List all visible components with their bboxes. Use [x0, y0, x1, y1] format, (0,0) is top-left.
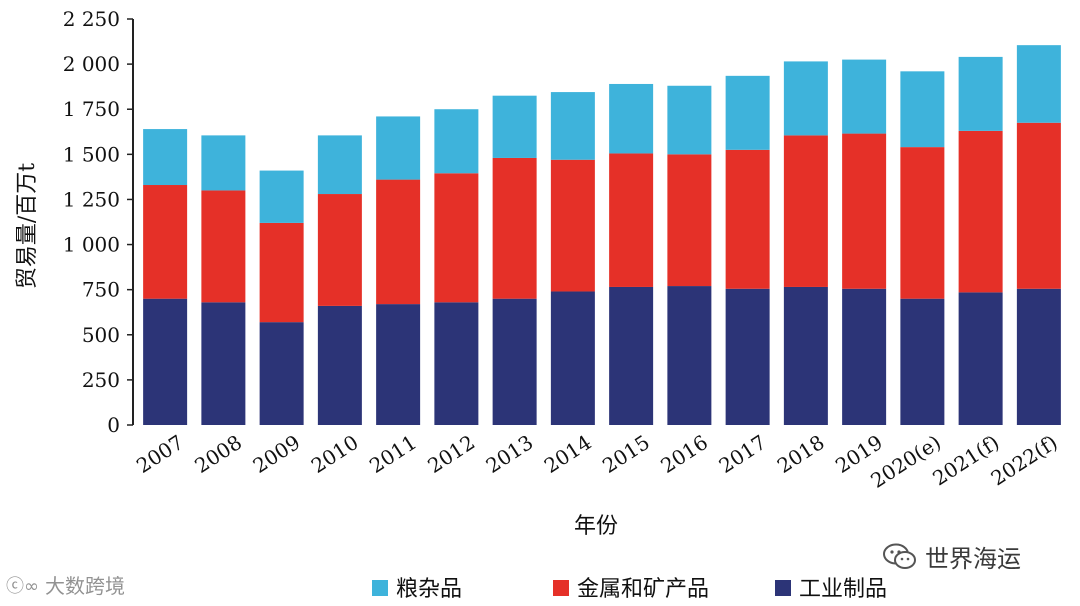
x-tick-label: 2017 [715, 430, 771, 478]
y-tick-label: 750 [82, 278, 120, 302]
y-axis-ticks: 0 250 500 750 1 000 1 250 1 500 1 750 2 000 2 250 [63, 7, 133, 437]
x-axis-title: 年份 [574, 514, 618, 539]
y-tick-label: 500 [82, 323, 120, 347]
bar-segment-metals-minerals [783, 135, 828, 287]
bar-segment-grain [550, 92, 595, 160]
legend-label: 金属和矿产品 [577, 577, 709, 602]
y-tick-label: 1 500 [63, 142, 120, 166]
bar-segment-metals-minerals [143, 185, 188, 299]
bar-segment-industrial [1016, 288, 1061, 425]
bar-segment-grain [842, 59, 887, 134]
x-tick-label: 2007 [132, 430, 188, 478]
y-tick-label: 1 000 [63, 233, 120, 257]
legend: 粮杂品 金属和矿产品 工业制品 [372, 577, 887, 602]
x-tick-label: 2018 [773, 430, 829, 478]
bar-segment-industrial [550, 291, 595, 425]
watermark-left: ⓒ∞ 大数跨境 [6, 570, 125, 599]
bar-segment-metals-minerals [376, 179, 421, 305]
x-tick-label: 2012 [423, 430, 479, 478]
bar-segment-metals-minerals [667, 154, 712, 287]
legend-swatch [553, 580, 569, 596]
bar-segment-grain [434, 109, 479, 174]
bar-segment-industrial [143, 298, 188, 425]
y-tick-label: 250 [82, 368, 120, 392]
bar-segment-industrial [783, 286, 828, 425]
bar-segment-industrial [609, 286, 654, 425]
bar-segment-grain [317, 135, 362, 195]
x-tick-label: 2016 [656, 430, 712, 478]
x-tick-label: 2009 [249, 430, 305, 478]
bars [143, 45, 1061, 425]
bar-segment-metals-minerals [725, 149, 770, 289]
bar-segment-industrial [725, 288, 770, 425]
bar-segment-industrial [434, 302, 479, 425]
bar-segment-metals-minerals [434, 173, 479, 303]
bar-segment-industrial [900, 298, 945, 425]
x-tick-label: 2021(f) [928, 430, 1003, 490]
bar-segment-metals-minerals [259, 222, 304, 323]
bar-segment-grain [201, 135, 246, 191]
bar-segment-metals-minerals [317, 194, 362, 306]
x-tick-label: 2013 [482, 430, 538, 478]
bar-segment-metals-minerals [842, 133, 887, 289]
bar-segment-grain [725, 75, 770, 150]
bar-segment-industrial [259, 322, 304, 425]
x-tick-label: 2010 [307, 430, 363, 478]
bar-segment-industrial [492, 298, 537, 425]
bar-segment-industrial [667, 286, 712, 425]
bar-segment-metals-minerals [201, 190, 246, 303]
bar-segment-metals-minerals [609, 153, 654, 287]
y-tick-label: 0 [107, 413, 120, 437]
bar-segment-metals-minerals [900, 147, 945, 299]
bar-segment-metals-minerals [958, 130, 1003, 293]
bar-segment-grain [958, 56, 1003, 131]
bar-segment-metals-minerals [1016, 122, 1061, 289]
y-tick-label: 1 750 [63, 97, 120, 121]
x-tick-label: 2015 [598, 430, 654, 478]
bar-segment-metals-minerals [550, 159, 595, 292]
bar-segment-grain [376, 116, 421, 180]
legend-label: 工业制品 [799, 577, 887, 602]
x-tick-label: 2022(f) [987, 430, 1062, 490]
bar-segment-grain [609, 83, 654, 154]
y-tick-label: 1 250 [63, 187, 120, 211]
legend-label: 粮杂品 [396, 577, 462, 602]
y-tick-label: 2 000 [63, 52, 120, 76]
bar-segment-industrial [842, 288, 887, 425]
x-tick-label: 2014 [540, 430, 596, 478]
wechat-icon [883, 543, 916, 569]
bar-segment-grain [667, 85, 712, 155]
bar-segment-grain [900, 71, 945, 148]
bar-segment-grain [1016, 45, 1061, 123]
watermark-logo-icon: ⓒ∞ [6, 575, 39, 597]
bar-segment-grain [259, 170, 304, 223]
bar-segment-industrial [201, 302, 246, 425]
x-tick-label: 2008 [190, 430, 246, 478]
x-tick-label: 2011 [365, 430, 421, 478]
y-axis-title: 贸易量/百万t [15, 163, 40, 289]
x-axis-ticks: 2007 2008 2009 2010 2011 2012 2013 2014 2015 2016… [132, 430, 1062, 493]
bar-segment-grain [143, 129, 188, 186]
watermark-right: 世界海运 [883, 539, 1021, 574]
watermark-left-text: 大数跨境 [45, 574, 125, 598]
bar-segment-industrial [958, 292, 1003, 425]
bar-segment-grain [783, 61, 828, 136]
legend-swatch [775, 580, 791, 596]
y-tick-label: 2 250 [63, 7, 120, 31]
legend-swatch [372, 580, 388, 596]
bar-segment-grain [492, 95, 537, 158]
watermark-right-text: 世界海运 [925, 545, 1021, 573]
bar-segment-industrial [317, 305, 362, 425]
bar-segment-industrial [376, 304, 421, 425]
bar-segment-metals-minerals [492, 157, 537, 299]
